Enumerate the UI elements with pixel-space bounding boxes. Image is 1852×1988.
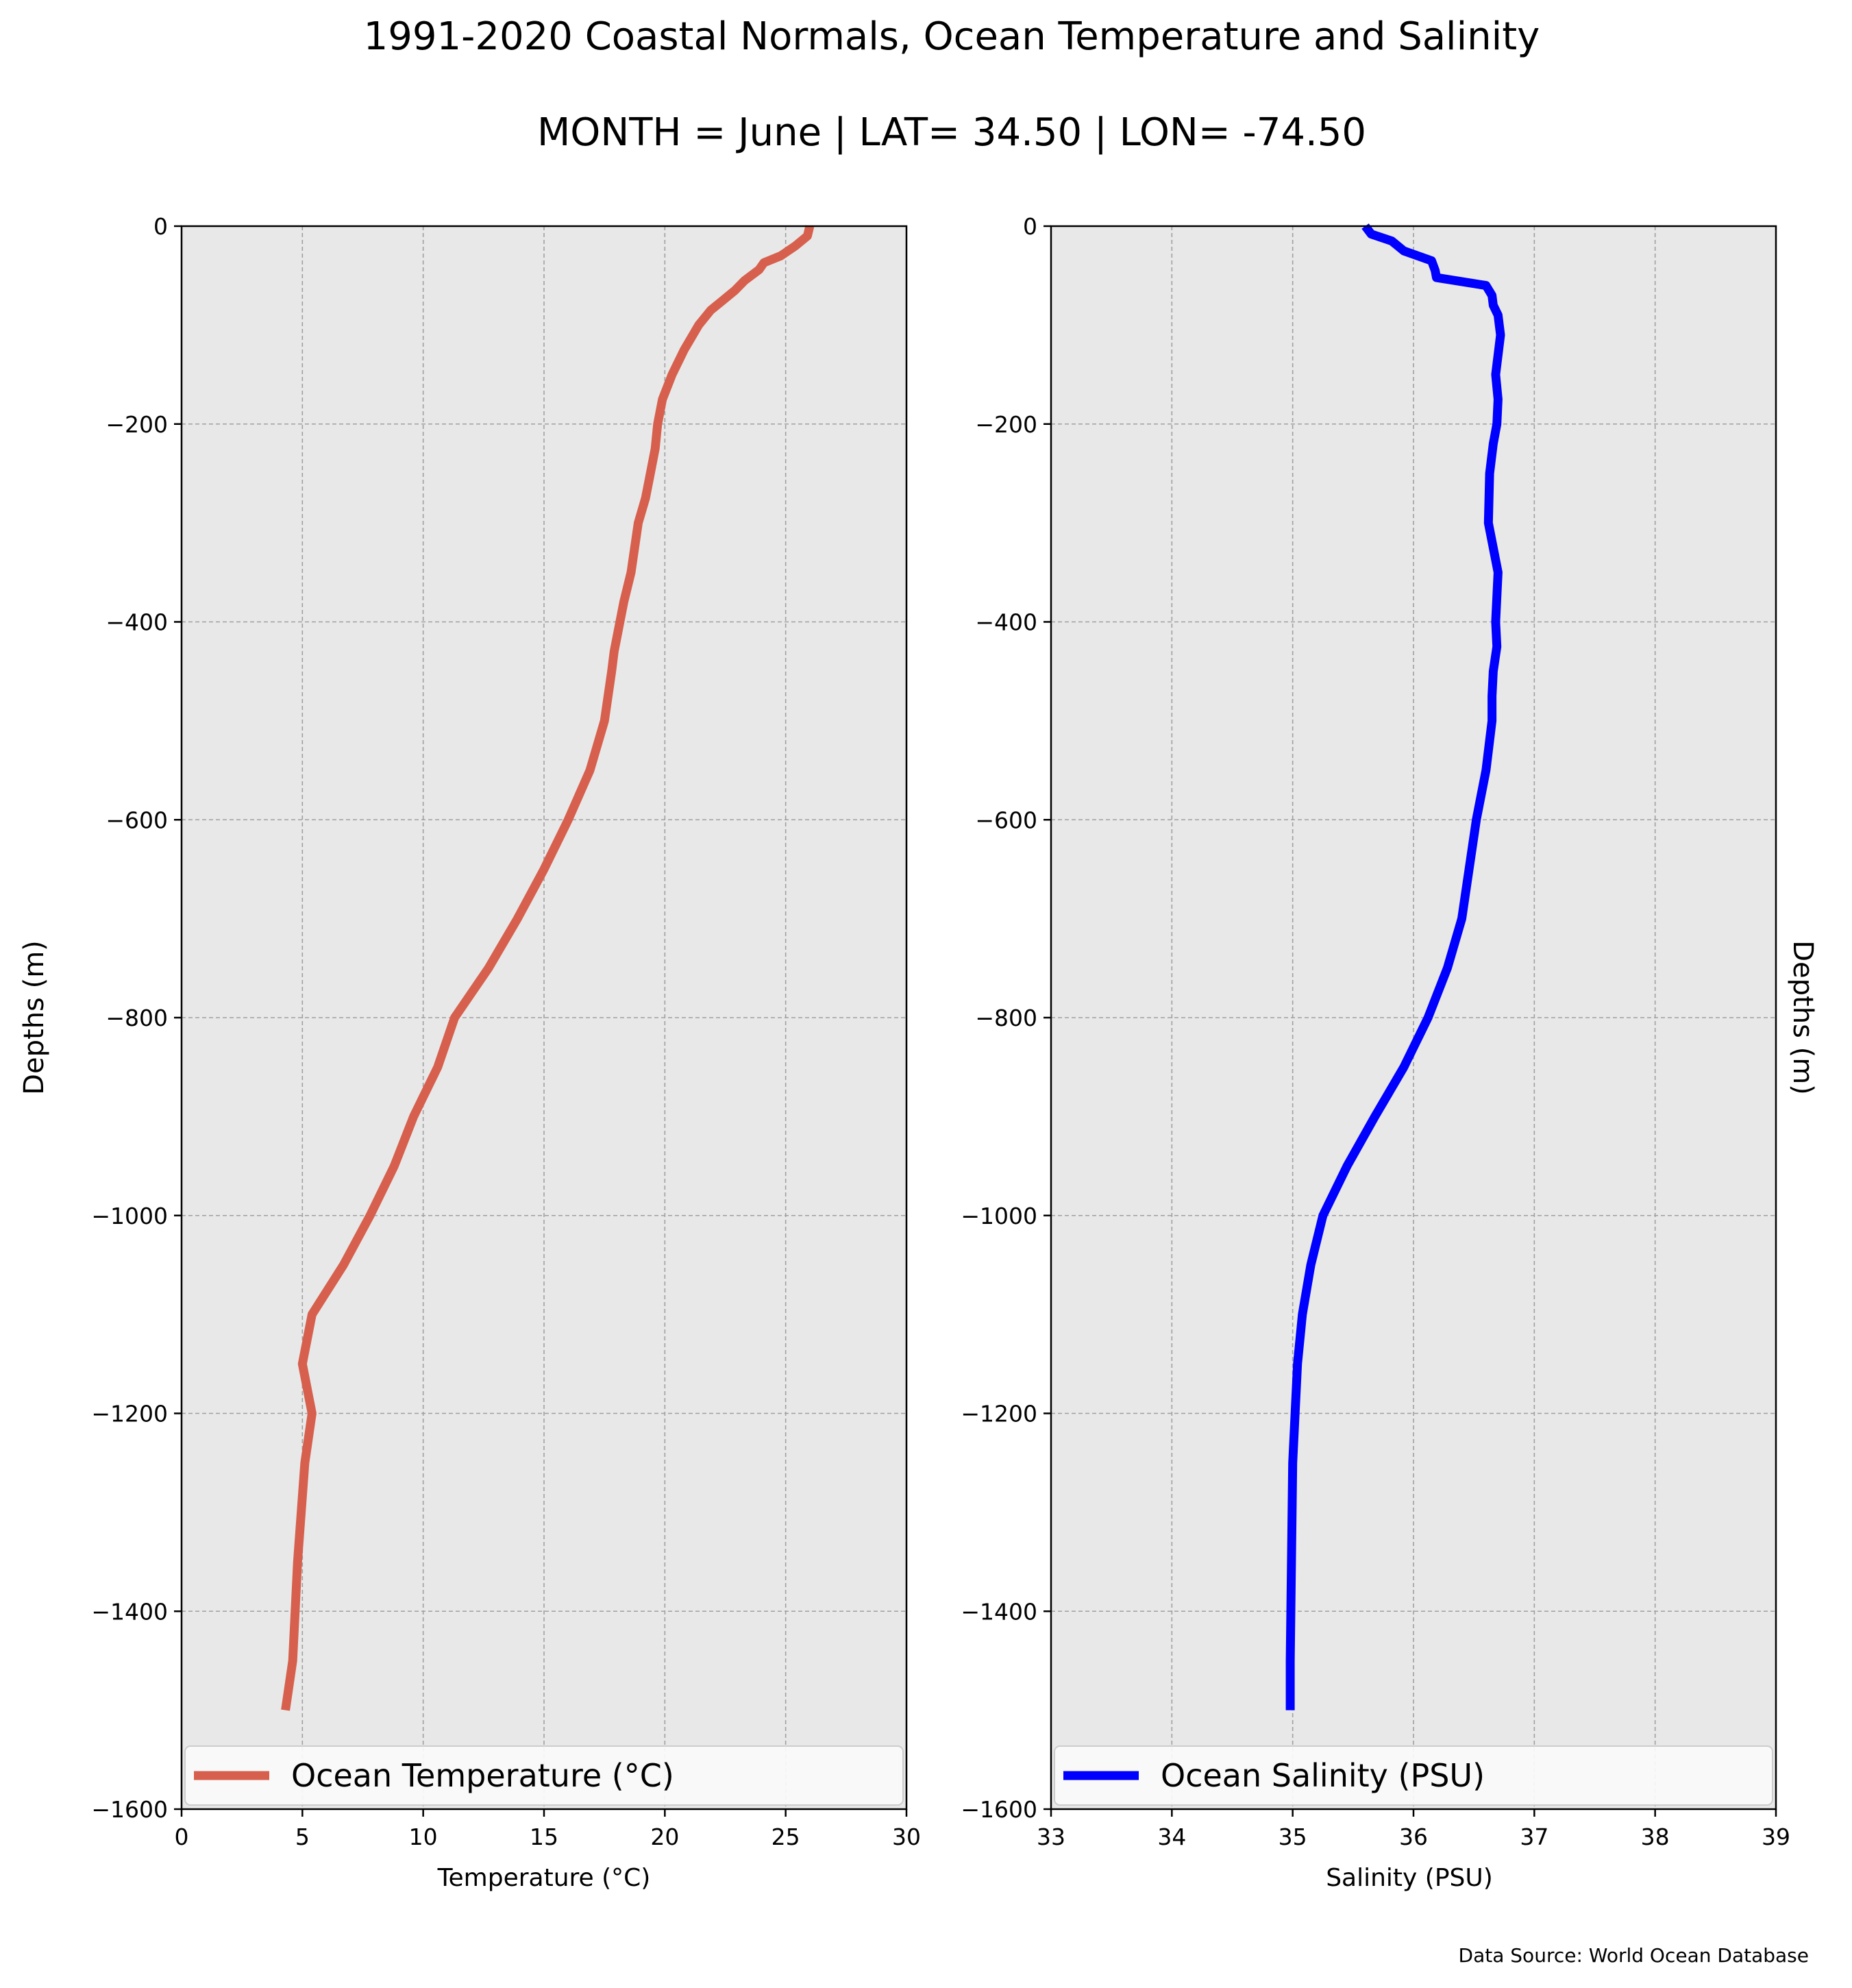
salinity-x-tick-label: 37 xyxy=(1520,1824,1548,1850)
salinity-y-tick-label: −400 xyxy=(975,609,1037,636)
chart-subtitle: MONTH = June | LAT= 34.50 | LON= -74.50 xyxy=(537,110,1366,155)
temperature-y-tick-label: −400 xyxy=(106,609,168,636)
temperature-y-tick-label: −200 xyxy=(106,411,168,438)
salinity-y-tick-label: −200 xyxy=(975,411,1037,438)
right-y-axis-label: Depths (m) xyxy=(1787,940,1818,1095)
temperature-x-tick-label: 30 xyxy=(892,1824,921,1850)
salinity-x-tick-label: 35 xyxy=(1279,1824,1307,1850)
temperature-x-tick-label: 10 xyxy=(409,1824,438,1850)
salinity-x-tick-label: 34 xyxy=(1157,1824,1186,1850)
temperature-y-tick-label: −1400 xyxy=(91,1598,168,1625)
temperature-x-tick-label: 20 xyxy=(650,1824,679,1850)
temperature-x-tick-label: 5 xyxy=(295,1824,310,1850)
temperature-legend-label: Ocean Temperature (°C) xyxy=(291,1757,674,1794)
chart-title: 1991-2020 Coastal Normals, Ocean Tempera… xyxy=(364,14,1540,59)
temperature-y-tick-label: −1600 xyxy=(91,1796,168,1823)
salinity-x-tick-label: 38 xyxy=(1641,1824,1670,1850)
salinity-x-tick-label: 39 xyxy=(1762,1824,1790,1850)
salinity-y-tick-label: 0 xyxy=(1023,213,1037,240)
data-source-note: Data Source: World Ocean Database xyxy=(1459,1944,1809,1967)
temperature-legend-box xyxy=(184,1745,904,1806)
temperature-y-tick-label: 0 xyxy=(153,213,168,240)
temperature-y-tick-label: −600 xyxy=(106,807,168,833)
temperature-series-line xyxy=(281,225,815,1711)
salinity-x-tick-label: 33 xyxy=(1037,1824,1065,1850)
salinity-y-tick-label: −1400 xyxy=(961,1598,1037,1625)
temperature-x-tick-label: 25 xyxy=(771,1824,800,1850)
salinity-y-tick-label: −1200 xyxy=(961,1401,1037,1427)
temperature-y-tick-label: −1200 xyxy=(91,1401,168,1427)
temperature-x-tick-label: 0 xyxy=(175,1824,189,1850)
temperature-x-axis-label: Temperature (°C) xyxy=(437,1864,651,1892)
salinity-y-tick-label: −1000 xyxy=(961,1203,1037,1229)
salinity-legend-box xyxy=(1054,1745,1773,1806)
salinity-x-axis-label: Salinity (PSU) xyxy=(1326,1864,1493,1892)
temperature-y-tick-label: −800 xyxy=(106,1005,168,1031)
salinity-series-line xyxy=(1285,223,1505,1710)
temperature-y-tick-label: −1000 xyxy=(91,1203,168,1229)
salinity-y-tick-label: −1600 xyxy=(961,1796,1037,1823)
salinity-legend: Ocean Salinity (PSU) xyxy=(1054,1745,1773,1806)
salinity-panel: Ocean Salinity (PSU) 33 34 35 36 37 38 39 0 −200 −… xyxy=(961,213,1790,1850)
temperature-x-tick-label: 15 xyxy=(530,1824,558,1850)
salinity-legend-label: Ocean Salinity (PSU) xyxy=(1161,1757,1485,1794)
temperature-panel: Ocean Temperature (°C) 0 5 10 15 20 25 30 0 −200 −… xyxy=(91,213,921,1850)
salinity-x-tick-label: 36 xyxy=(1399,1824,1428,1850)
salinity-y-tick-label: −800 xyxy=(975,1005,1037,1031)
salinity-y-tick-label: −600 xyxy=(975,807,1037,833)
left-y-axis-label: Depths (m) xyxy=(18,940,50,1095)
temperature-legend: Ocean Temperature (°C) xyxy=(184,1745,904,1806)
